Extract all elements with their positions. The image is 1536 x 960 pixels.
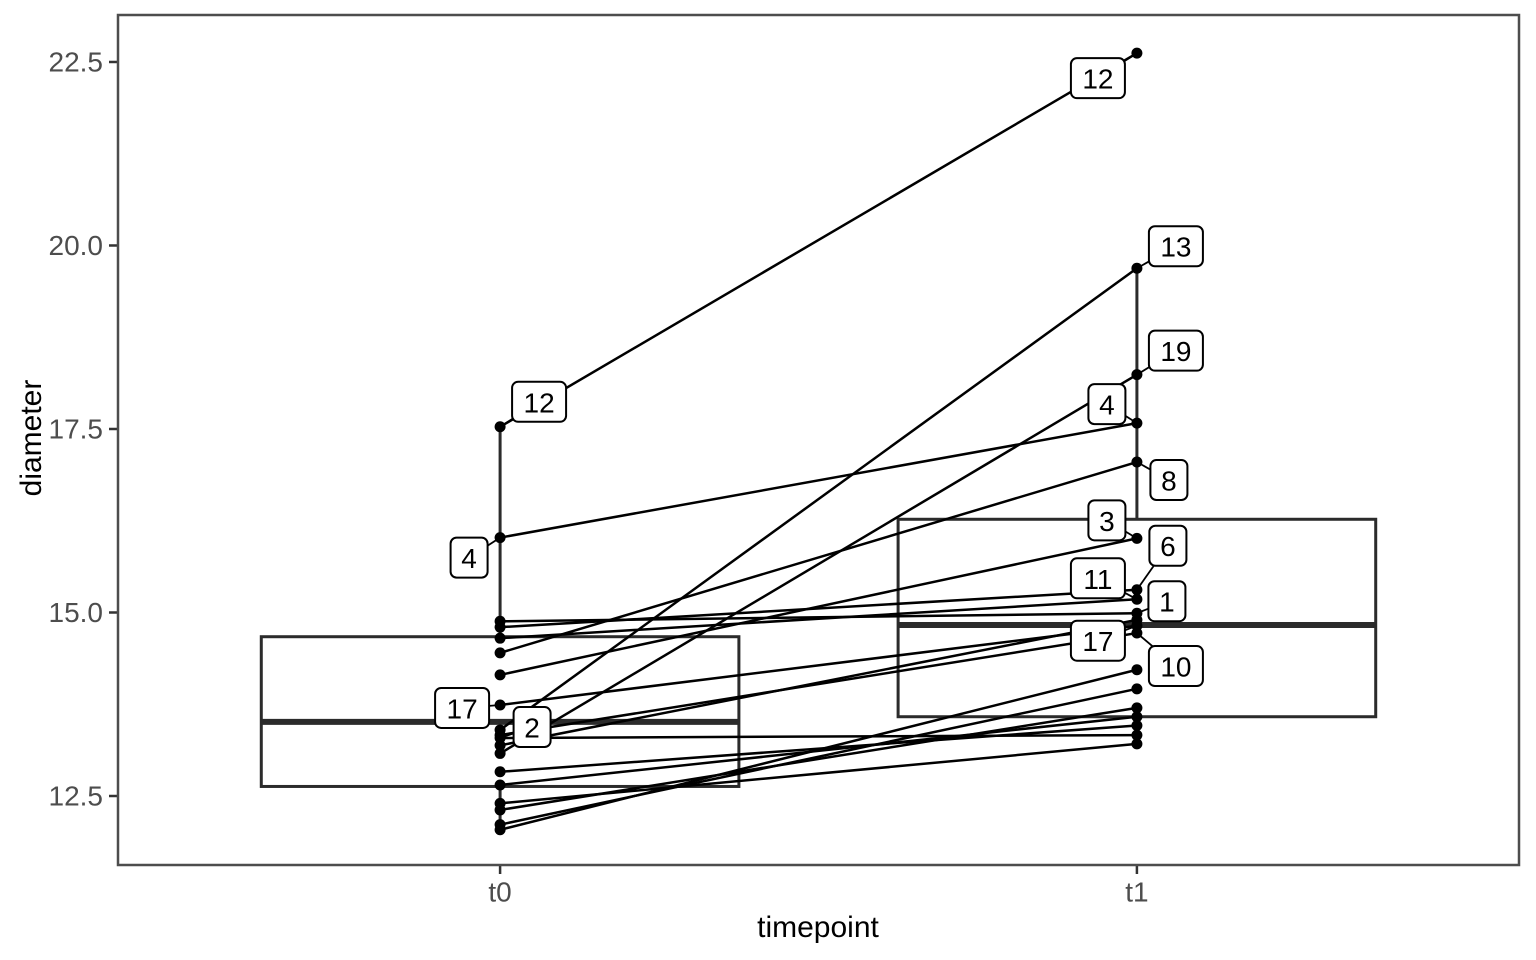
subject-label-box-t1-11 <box>1069 557 1126 600</box>
subject-label-box-t0-17 <box>434 686 491 729</box>
subject-line-19 <box>499 373 1138 755</box>
panel-border <box>116 13 1521 867</box>
subject-label-t1-3: 3 <box>1099 506 1115 537</box>
subject-label-box-t1-4 <box>1087 383 1127 426</box>
subject-line-10 <box>499 631 1138 737</box>
data-point-t0-19 <box>494 747 506 759</box>
data-point-t1-18 <box>1131 664 1143 676</box>
data-point-t1-9 <box>1131 711 1143 723</box>
subject-label-box-t1-19 <box>1147 329 1204 372</box>
data-point-t1-5 <box>1131 738 1143 750</box>
data-point-t0-3 <box>494 669 506 681</box>
x-tick-label: t1 <box>1125 877 1148 908</box>
data-point-t0-14 <box>494 739 506 751</box>
boxplot-box-t0 <box>259 635 741 788</box>
subject-label-t1-19: 19 <box>1160 336 1191 367</box>
y-tick-label: 22.5 <box>49 46 104 77</box>
subject-label-t1-6: 6 <box>1160 531 1176 562</box>
y-tick-label: 15.0 <box>49 597 104 628</box>
subject-label-t1-10: 10 <box>1160 652 1191 683</box>
data-point-t0-11 <box>494 632 506 644</box>
subject-label-t0-17: 17 <box>447 693 478 724</box>
subject-label-t1-4: 4 <box>1099 390 1115 421</box>
subject-line-8 <box>499 460 1138 655</box>
subject-label-box-t0-12 <box>511 380 568 423</box>
subject-label-box-t1-17 <box>1069 619 1126 662</box>
y-tick-label: 20.0 <box>49 230 104 261</box>
data-point-t0-15 <box>494 804 506 816</box>
y-tick-label: 17.5 <box>49 413 104 444</box>
subject-label-box-t1-10 <box>1147 645 1204 688</box>
subject-label-box-t1-3 <box>1087 499 1127 542</box>
data-point-t1-15 <box>1131 702 1143 714</box>
subject-line-11 <box>500 598 1137 640</box>
subject-label-box-t0-2 <box>512 706 552 749</box>
x-axis-title: timepoint <box>757 911 879 944</box>
y-axis-title: diameter <box>15 379 48 497</box>
x-tick-label: t0 <box>488 877 511 908</box>
subject-line-4 <box>499 421 1138 539</box>
subject-line-14 <box>499 618 1138 747</box>
subject-label-box-t0-4 <box>449 536 489 579</box>
subject-label-box-t1-13 <box>1147 225 1204 268</box>
subject-line-15 <box>499 706 1138 812</box>
data-point-t1-7 <box>1131 720 1143 732</box>
subject-label-t1-17: 17 <box>1082 626 1113 657</box>
subject-label-box-t1-1 <box>1147 580 1187 623</box>
data-point-t0-9 <box>494 779 506 791</box>
subject-line-13 <box>499 267 1138 731</box>
subject-label-t1-1: 1 <box>1159 587 1175 618</box>
subject-label-t1-12: 12 <box>1082 64 1113 95</box>
data-point-t0-7 <box>494 766 506 778</box>
data-point-t1-16 <box>1131 683 1143 695</box>
subject-label-t0-4: 4 <box>461 543 477 574</box>
subject-line-18 <box>499 668 1138 831</box>
data-point-t0-8 <box>494 647 506 659</box>
subject-line-12 <box>499 52 1138 428</box>
subject-label-t1-11: 11 <box>1083 564 1112 595</box>
subject-line-2 <box>500 733 1137 740</box>
subject-label-box-t1-12 <box>1069 57 1126 100</box>
subject-label-t0-12: 12 <box>524 387 555 418</box>
data-point-t1-2 <box>1131 729 1143 741</box>
subject-label-t1-8: 8 <box>1161 466 1177 497</box>
data-point-t0-13 <box>494 724 506 736</box>
subject-label-t0-2: 2 <box>524 713 540 744</box>
data-point-t0-18 <box>494 824 506 836</box>
data-point-t0-6 <box>494 621 506 633</box>
subject-label-t1-13: 13 <box>1160 232 1191 263</box>
y-tick-label: 12.5 <box>49 781 104 812</box>
subject-label-box-t1-6 <box>1148 524 1188 567</box>
subject-line-17 <box>499 624 1138 707</box>
subject-label-box-t1-8 <box>1149 459 1189 502</box>
